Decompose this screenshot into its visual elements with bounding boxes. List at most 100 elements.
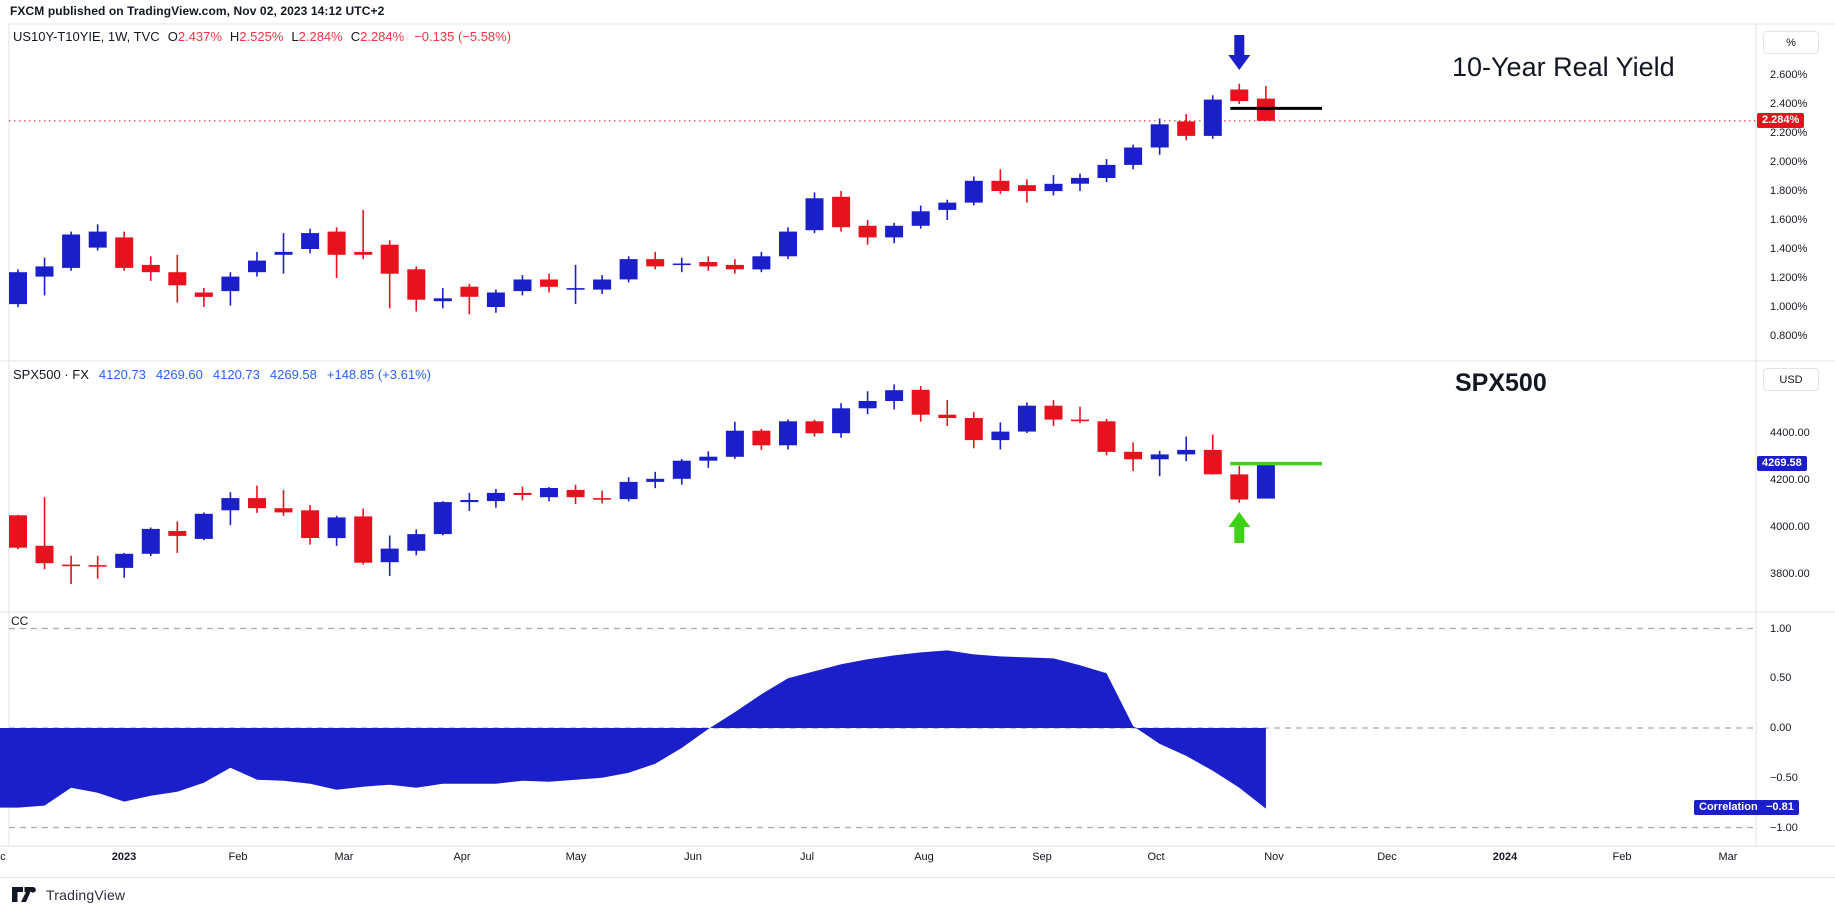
time-axis-label: Mar: [334, 851, 354, 863]
spx-symbol-label: SPX500 · FX: [13, 367, 89, 382]
cc-indicator-label: CC: [11, 614, 29, 628]
candle: [354, 508, 373, 565]
time-axis-label: Nov: [1264, 851, 1284, 863]
candle: [805, 419, 824, 437]
candle: [1097, 418, 1116, 456]
candle: [460, 492, 479, 511]
candle: [221, 272, 240, 306]
candle: [513, 275, 532, 296]
candle: [885, 384, 904, 410]
candle: [62, 231, 81, 271]
time-axis-label: Apr: [453, 851, 471, 863]
candle: [9, 269, 27, 307]
ohlc-value: 2.437%: [177, 29, 222, 44]
candle: [194, 288, 213, 307]
time-axis-label: May: [565, 851, 587, 863]
yield-scale-tick-label: 1.600%: [1770, 214, 1808, 226]
spx-scale-tick-label: 3800.00: [1770, 568, 1810, 580]
candle: [513, 486, 532, 501]
time-axis-label: 2024: [1492, 851, 1518, 863]
time-axis-label: Feb: [228, 851, 248, 863]
candle: [832, 403, 851, 438]
candle: [646, 471, 665, 489]
candle: [911, 205, 930, 229]
candle: [168, 254, 187, 303]
ohlc-value: 4269.58: [269, 367, 317, 382]
candle: [1097, 159, 1116, 183]
candle: [88, 555, 107, 579]
candle: [1044, 175, 1063, 196]
candle: [938, 199, 957, 220]
candle: [1044, 400, 1063, 426]
cc-scale-tick-label: −1.00: [1770, 821, 1798, 834]
time-axis-label: Jul: [799, 851, 815, 863]
candle: [672, 458, 691, 485]
yield-scale-tick-label: 2.400%: [1770, 98, 1808, 110]
time-axis-label: Oct: [1147, 851, 1165, 863]
percent-scale-button[interactable]: %: [1763, 31, 1819, 54]
cc-scale-tick-label: −0.50: [1770, 771, 1798, 784]
yield-scale-tick-label: 1.000%: [1770, 301, 1808, 313]
candle: [248, 485, 266, 513]
candle: [1071, 173, 1089, 191]
candle: [88, 224, 107, 251]
candle: [407, 529, 426, 556]
candle: [964, 176, 983, 206]
up-arrow-icon: [1228, 512, 1251, 543]
candle: [752, 428, 771, 450]
ohlc-key: L: [291, 29, 299, 44]
time-axis-label: Aug: [914, 851, 934, 863]
candle: [779, 419, 797, 450]
tradingview-logo-icon: [12, 887, 36, 902]
candle: [619, 477, 638, 502]
cc-scale-tick-label: 0.50: [1770, 672, 1792, 685]
candle: [885, 222, 904, 244]
cc-correlation-area: [0, 650, 1266, 809]
candle: [832, 191, 851, 232]
candle: [1017, 179, 1036, 203]
candle: [540, 273, 558, 293]
ohlc-value: +148.85 (+3.61%): [326, 367, 431, 382]
correlation-name-badge: Correlation: [1694, 800, 1763, 815]
candle: [380, 535, 399, 576]
candle: [991, 169, 1010, 194]
time-axis-label: 2023: [111, 851, 137, 863]
candle: [407, 266, 426, 312]
candle: [301, 228, 320, 254]
candle: [115, 231, 134, 271]
candle: [540, 487, 558, 502]
candle: [699, 256, 718, 271]
candle: [566, 264, 585, 305]
candle: [1203, 434, 1222, 475]
cc-scale-tick-label: 0.00: [1770, 722, 1792, 734]
usd-scale-button[interactable]: USD: [1763, 368, 1819, 391]
candle: [725, 259, 744, 274]
candle: [1230, 465, 1249, 503]
candle: [858, 220, 877, 245]
candle: [1150, 118, 1169, 155]
spx-legend[interactable]: SPX500 · FX 4120.73 4269.60 4120.73 4269.58 +…: [13, 367, 431, 382]
candle: [1017, 402, 1036, 433]
candle: [486, 488, 505, 508]
ohlc-key: O: [167, 29, 178, 44]
candle: [964, 411, 983, 449]
candle: [327, 515, 346, 546]
candle: [115, 552, 134, 578]
candle: [1256, 463, 1275, 499]
yield-scale-tick-label: 2.000%: [1770, 156, 1808, 168]
yield-scale-tick-label: 0.800%: [1770, 330, 1808, 342]
spx-ohlc-values: 4120.73 4269.60 4120.73 4269.58 +148.85 (+3.…: [89, 367, 431, 382]
ohlc-value: 2.525%: [239, 29, 284, 44]
yield-legend[interactable]: US10Y-T10YIE, 1W, TVC O2.437% H2.525% L2.28…: [13, 29, 511, 44]
candle: [566, 484, 585, 504]
ohlc-value: 4120.73: [212, 367, 260, 382]
footer-bar: TradingView: [0, 877, 1835, 911]
candle: [433, 501, 452, 536]
candle: [35, 497, 54, 570]
candle: [354, 209, 373, 260]
spx-scale-tick-label: 4200.00: [1770, 474, 1810, 486]
candle: [752, 251, 771, 273]
candle: [274, 233, 293, 274]
